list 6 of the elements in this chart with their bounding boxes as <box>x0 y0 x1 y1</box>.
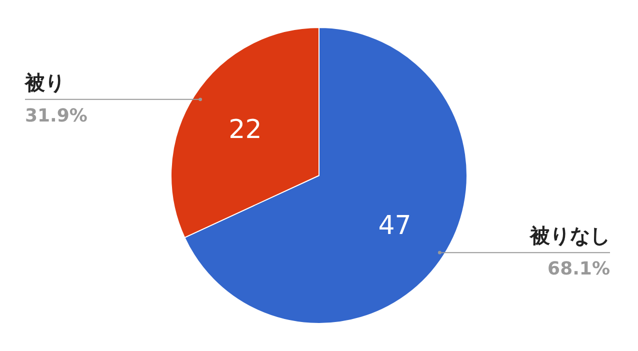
data-label: 22 <box>228 115 262 146</box>
slice-label: 被り <box>24 70 65 94</box>
text: 31.9% <box>25 105 88 126</box>
text: 68.1% <box>548 258 610 280</box>
data-label: 47 <box>378 210 412 241</box>
slice-label: 被りなし <box>529 224 610 248</box>
